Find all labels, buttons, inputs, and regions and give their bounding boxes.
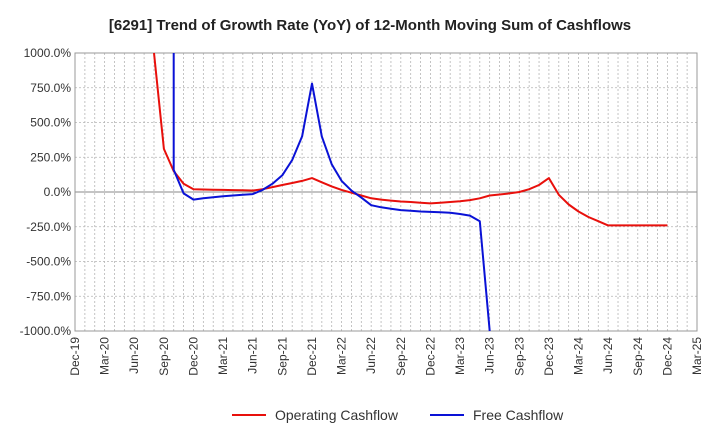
legend: Operating Cashflow Free Cashflow [232,407,564,423]
y-tick-label: -1000.0% [20,324,72,338]
x-tick-label: Dec-24 [660,337,674,376]
x-tick-label: Mar-25 [690,337,704,375]
x-tick-label: Sep-20 [157,337,171,376]
y-tick-label: 500.0% [30,116,71,130]
x-tick-label: Mar-22 [335,337,349,375]
x-tick-label: Dec-20 [186,337,200,376]
legend-label: Free Cashflow [473,407,564,423]
series-line-free-cashflow [172,53,491,332]
chart-title: [6291] Trend of Growth Rate (YoY) of 12-… [109,17,631,34]
y-tick-label: 250.0% [30,150,71,164]
x-tick-label: Jun-24 [601,337,615,374]
x-tick-label: Sep-23 [512,337,526,376]
x-tick-label: Sep-24 [631,337,645,376]
x-tick-label: Mar-23 [453,337,467,375]
y-tick-label: -500.0% [26,255,71,269]
y-tick-label: 0.0% [44,185,72,199]
y-tick-label: -250.0% [26,220,71,234]
plot-area-border [74,52,698,332]
y-tick-label: 750.0% [30,81,71,95]
series-lines [153,52,668,332]
x-tick-label: Dec-21 [305,337,319,376]
legend-label: Operating Cashflow [275,407,399,423]
x-tick-label: Dec-23 [542,337,556,376]
x-axis: Dec-19 Mar-20 Jun-20 Sep-20 Dec-20 Mar-21 Jun-… [68,337,704,376]
y-tick-label: -750.0% [26,289,71,303]
x-tick-label: Mar-21 [216,337,230,375]
x-tick-label: Jun-23 [483,337,497,374]
x-tick-label: Sep-22 [394,337,408,376]
grid [75,53,697,331]
series-line-operating-cashflow [153,52,668,227]
y-axis: 1000.0% 750.0% 500.0% 250.0% 0.0% -250.0% -500… [20,46,72,338]
x-tick-label: Sep-21 [275,337,289,376]
y-tick-label: 1000.0% [24,46,72,60]
x-tick-label: Jun-20 [127,337,141,374]
x-tick-label: Dec-19 [68,337,82,376]
x-tick-label: Mar-20 [98,337,112,375]
x-tick-label: Mar-24 [572,337,586,375]
x-tick-label: Jun-21 [246,337,260,374]
x-tick-label: Jun-22 [364,337,378,374]
x-tick-label: Dec-22 [423,337,437,376]
